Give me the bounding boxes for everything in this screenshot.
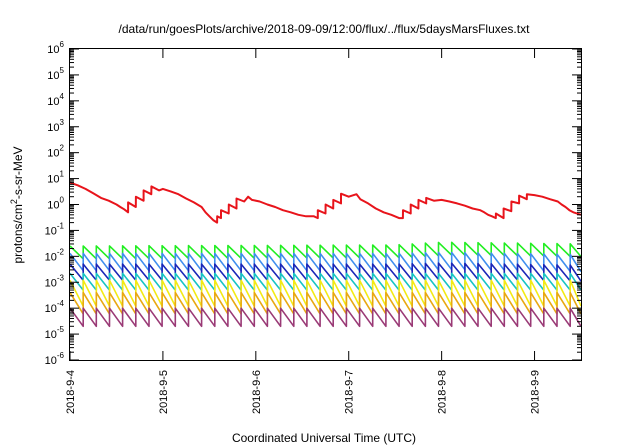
x-tick-label: 2018-9-9 xyxy=(530,370,542,414)
y-tick-label: 106 xyxy=(47,40,64,56)
tick-marks xyxy=(69,48,581,361)
series-line xyxy=(69,241,582,260)
x-tick-labels: 2018-9-4 2018-9-5 2018-9-6 2018-9-7 2018-9-8… xyxy=(65,370,542,414)
x-axis-label: Coordinated Universal Time (UTC) xyxy=(232,431,416,445)
series-line xyxy=(69,291,582,315)
y-axis-label-sup: 2 xyxy=(9,199,19,204)
plot-series xyxy=(69,181,582,328)
chart-title: /data/run/goesPlots/archive/2018-09-09/1… xyxy=(119,22,531,36)
y-tick-labels: 10-6 10-5 10-4 10-3 10-2 10-1 100 101 102 103 104 1… xyxy=(45,40,65,367)
y-tick-label: 105 xyxy=(47,66,64,82)
series-line xyxy=(69,181,582,224)
series-line xyxy=(69,279,582,307)
series-line xyxy=(69,262,582,282)
plot-frame xyxy=(69,48,582,361)
y-tick-label: 104 xyxy=(47,92,64,108)
x-tick-label: 2018-9-8 xyxy=(437,370,449,414)
y-tick-label: 103 xyxy=(47,118,64,134)
x-tick-label: 2018-9-5 xyxy=(158,370,170,414)
y-axis-label: protons/cm2-s-sr-MeV xyxy=(9,146,25,263)
y-tick-label: 10-3 xyxy=(45,273,65,289)
y-tick-label: 10-6 xyxy=(45,351,65,367)
y-tick-label: 100 xyxy=(47,196,64,212)
y-axis-label-rest: -s-sr-MeV xyxy=(11,146,25,199)
series-line xyxy=(69,272,582,291)
x-tick-label: 2018-9-6 xyxy=(251,370,263,414)
x-tick-label: 2018-9-7 xyxy=(344,370,356,414)
series-line xyxy=(69,251,582,273)
y-tick-label: 10-4 xyxy=(45,299,65,315)
x-tick-label: 2018-9-4 xyxy=(65,370,77,414)
y-tick-label: 10-5 xyxy=(45,325,65,341)
series-line xyxy=(69,307,582,328)
y-axis-label-base: protons/cm xyxy=(11,204,25,263)
y-tick-label: 101 xyxy=(47,170,64,186)
y-tick-label: 10-1 xyxy=(45,221,65,237)
y-tick-label: 102 xyxy=(47,144,64,160)
y-tick-label: 10-2 xyxy=(45,247,65,263)
